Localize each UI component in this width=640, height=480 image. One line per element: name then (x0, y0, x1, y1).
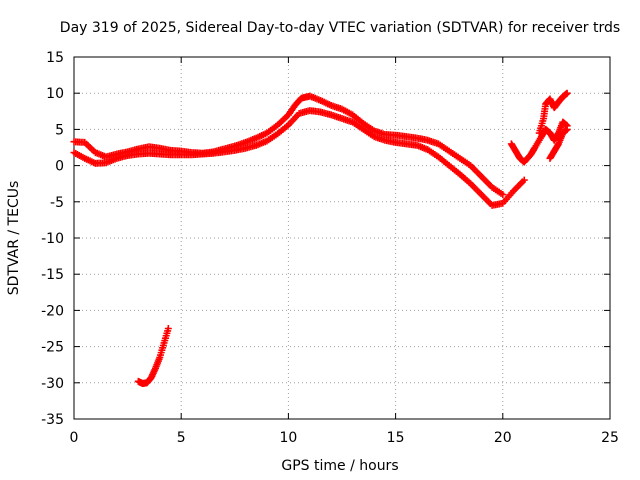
x-tick-label: 5 (177, 430, 186, 446)
y-tick-label: 5 (55, 122, 64, 138)
y-tick-label: -20 (41, 303, 64, 319)
data-series (70, 89, 571, 388)
y-tick-label: 10 (46, 86, 64, 102)
series-trace-b (70, 107, 528, 209)
axis-ticks: 0 5 10 15 20 25 -35 -30 -25 -20 -15 -10 -5 0 5 10 15 (41, 50, 619, 446)
x-tick-label: 0 (70, 430, 79, 446)
x-tick-label: 10 (279, 430, 297, 446)
x-tick-label: 25 (601, 430, 619, 446)
data-point (520, 176, 528, 184)
x-tick-label: 15 (387, 430, 405, 446)
data-point (499, 191, 507, 199)
series-trace-e (546, 125, 571, 162)
series-trace-c (507, 118, 571, 166)
y-tick-label: -5 (50, 195, 64, 211)
y-tick-label: 15 (46, 50, 64, 66)
x-axis-label: GPS time / hours (281, 458, 398, 474)
data-point (563, 125, 571, 133)
data-point (164, 325, 172, 332)
chart-title: Day 319 of 2025, Sidereal Day-to-day VTE… (60, 20, 620, 36)
grid (74, 57, 610, 419)
y-tick-label: -25 (41, 340, 64, 356)
y-tick-label: -10 (41, 231, 64, 247)
series-trace-d (535, 89, 571, 137)
y-tick-label: -30 (41, 376, 64, 392)
y-tick-label: -15 (41, 267, 64, 283)
series-trace-f (134, 325, 172, 388)
x-tick-label: 20 (494, 430, 512, 446)
y-tick-label: 0 (55, 159, 64, 175)
y-axis-label: SDTVAR / TECUs (6, 181, 22, 296)
data-point (563, 89, 571, 97)
y-tick-label: -35 (41, 412, 64, 428)
